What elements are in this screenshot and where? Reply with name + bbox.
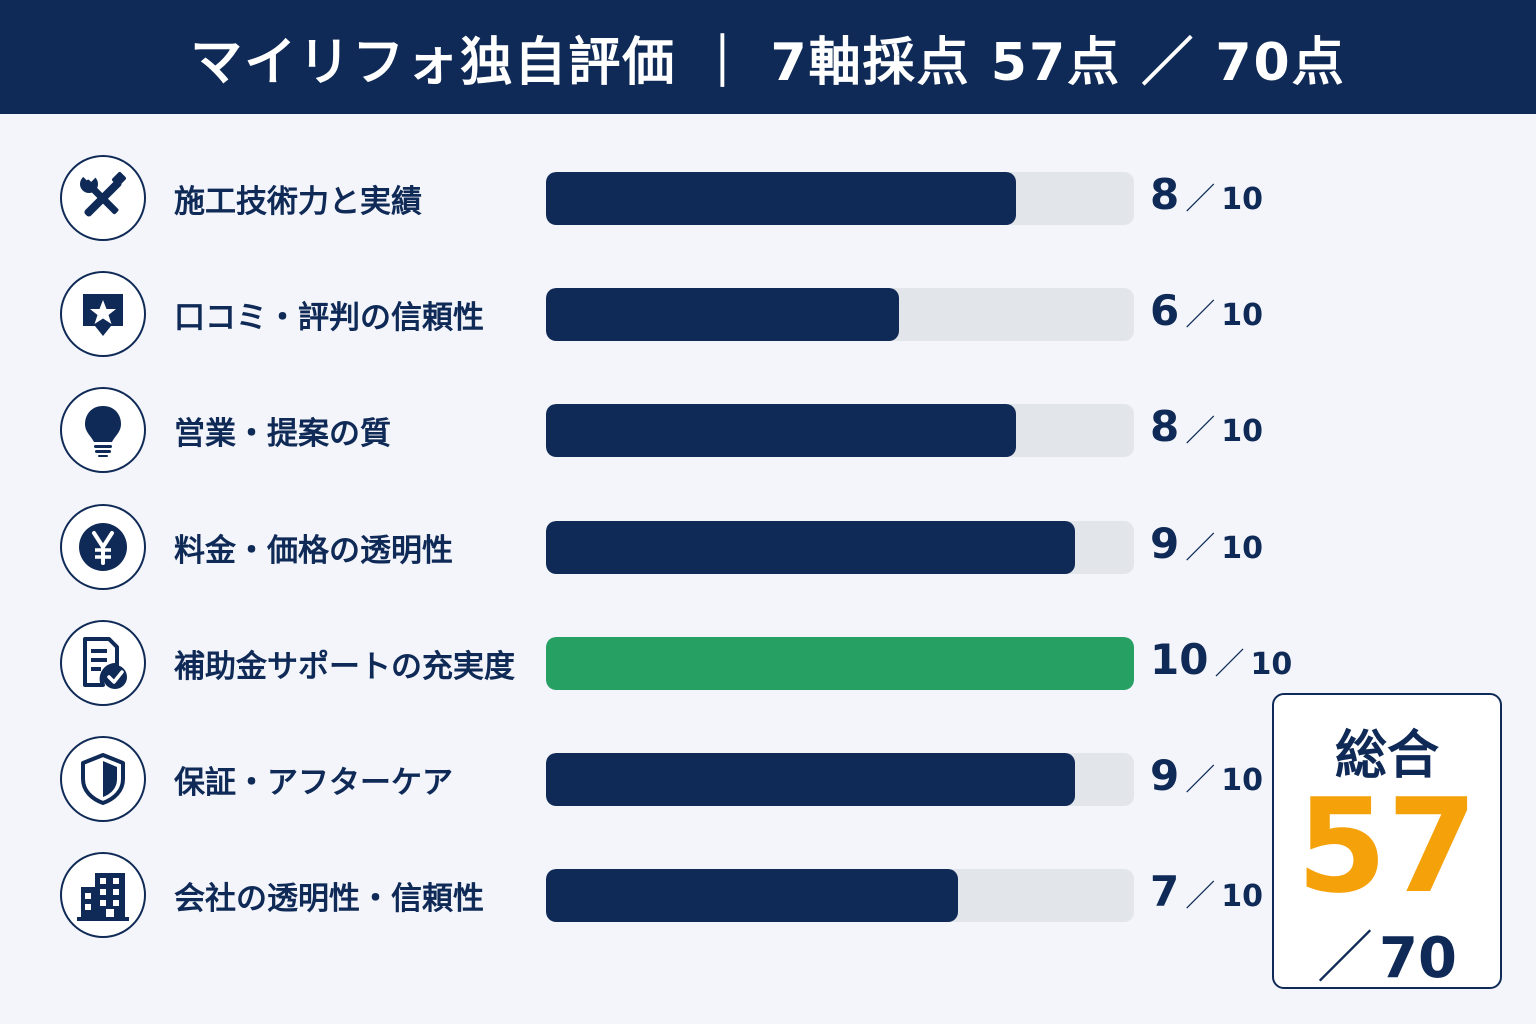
bar [546, 404, 1016, 457]
category-label: 会社の透明性・信頼性 [174, 881, 484, 917]
document-check-icon [60, 620, 146, 706]
score-value: 7 [1150, 867, 1180, 916]
score-row: 営業・提案の質 8 ／ 10 [0, 386, 1300, 476]
score-label: 7 ／ 10 [1150, 867, 1280, 916]
header: マイリフォ独自評価 ｜ 7軸採点 57点 ／ 70点 [0, 0, 1536, 114]
score-label: 9 ／ 10 [1150, 751, 1280, 800]
lightbulb-icon [60, 387, 146, 473]
yen-icon [60, 504, 146, 590]
page-title: マイリフォ独自評価 ｜ 7軸採点 57点 ／ 70点 [190, 32, 1346, 93]
score-max: 10 [1221, 531, 1263, 566]
score-row: 料金・価格の透明性 9 ／ 10 [0, 503, 1300, 593]
score-separator: ／ [1185, 298, 1216, 333]
bar-track [546, 404, 1134, 457]
bar [546, 637, 1134, 690]
category-label: 料金・価格の透明性 [174, 533, 453, 569]
score-value: 8 [1150, 402, 1180, 451]
bar [546, 172, 1016, 225]
score-separator: ／ [1185, 414, 1216, 449]
score-value: 9 [1150, 519, 1180, 568]
building-icon [60, 852, 146, 938]
score-max: 10 [1250, 647, 1293, 682]
category-label: 補助金サポートの充実度 [174, 649, 515, 685]
score-separator: ／ [1185, 182, 1216, 217]
score-separator: ／ [1185, 531, 1216, 566]
bar-track [546, 869, 1134, 922]
score-label: 10 ／ 10 [1150, 635, 1292, 684]
bar-track [546, 288, 1134, 341]
category-label: 営業・提案の質 [174, 416, 391, 452]
score-max: 10 [1221, 182, 1263, 217]
score-max: 10 [1221, 879, 1263, 914]
total-max-value: 70 [1379, 926, 1457, 991]
score-row: 口コミ・評判の信頼性 6 ／ 10 [0, 270, 1300, 360]
category-label: 口コミ・評判の信頼性 [174, 300, 484, 336]
score-row: 補助金サポートの充実度 10 ／ 10 [0, 619, 1300, 709]
bar [546, 288, 899, 341]
score-max: 10 [1221, 763, 1263, 798]
score-value: 9 [1150, 751, 1180, 800]
score-row: 保証・アフターケア 9 ／ 10 [0, 735, 1300, 825]
total-value: 57 [1296, 770, 1478, 922]
score-separator: ／ [1185, 879, 1216, 914]
score-max: 10 [1221, 298, 1263, 333]
total-separator: ／ [1317, 926, 1374, 991]
score-separator: ／ [1214, 647, 1245, 682]
category-label: 保証・アフターケア [174, 765, 453, 801]
score-label: 9 ／ 10 [1150, 519, 1280, 568]
total-label: 総合 [1334, 726, 1439, 786]
score-label: 8 ／ 10 [1150, 402, 1280, 451]
bar [546, 753, 1075, 806]
bar-track [546, 753, 1134, 806]
score-value: 10 [1150, 635, 1209, 684]
shield-icon [60, 736, 146, 822]
total-score-box: 総合 57 ／ 70 [1272, 693, 1502, 991]
score-row: 施工技術力と実績 8 ／ 10 [0, 154, 1300, 244]
total-max: ／ 70 [1274, 913, 1500, 994]
score-label: 6 ／ 10 [1150, 286, 1280, 335]
bar [546, 869, 958, 922]
score-row: 会社の透明性・信頼性 7 ／ 10 [0, 851, 1300, 941]
score-label: 8 ／ 10 [1150, 170, 1280, 219]
bar-track [546, 172, 1134, 225]
bar-track [546, 637, 1134, 690]
bar [546, 521, 1075, 574]
score-separator: ／ [1185, 763, 1216, 798]
score-value: 6 [1150, 286, 1180, 335]
category-label: 施工技術力と実績 [174, 184, 422, 220]
bar-track [546, 521, 1134, 574]
score-value: 8 [1150, 170, 1180, 219]
review-star-icon [60, 271, 146, 357]
tools-icon [60, 155, 146, 241]
score-max: 10 [1221, 414, 1263, 449]
